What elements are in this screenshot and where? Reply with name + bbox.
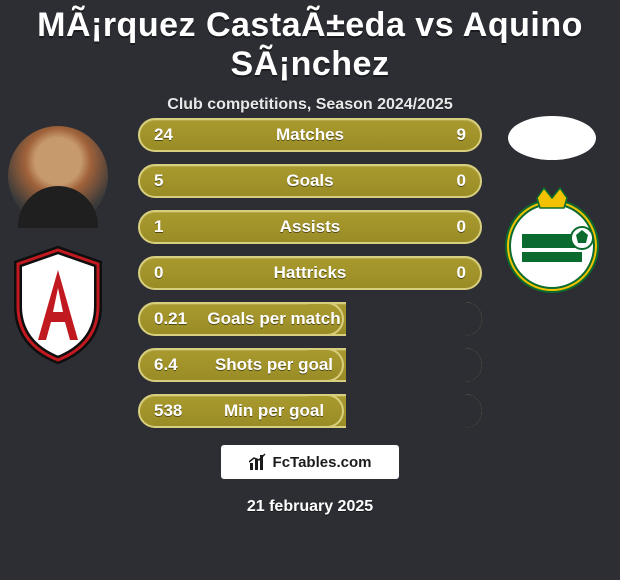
row-goals-label: Goals [204, 171, 416, 191]
footer-brand-text: FcTables.com [273, 454, 372, 471]
row-goals-left: 5 [140, 171, 204, 191]
comparison-rows: 24 Matches 9 5 Goals 0 1 Assists 0 0 Hat… [138, 118, 482, 440]
row-hattricks-right: 0 [416, 263, 480, 283]
row-assists: 1 Assists 0 [138, 210, 482, 244]
row-hattricks-left: 0 [140, 263, 204, 283]
row-min-per-goal: 538 Min per goal [138, 394, 482, 428]
row-shots-per-goal: 6.4 Shots per goal [138, 348, 482, 382]
row-matches-right: 9 [416, 125, 480, 145]
footer-brand[interactable]: FcTables.com [221, 445, 399, 479]
row-assists-right: 0 [416, 217, 480, 237]
footer-date: 21 february 2025 [0, 498, 620, 516]
page-subtitle: Club competitions, Season 2024/2025 [0, 96, 620, 114]
row-matches-left: 24 [140, 125, 204, 145]
row-assists-label: Assists [204, 217, 416, 237]
right-player-avatar-blank [508, 116, 596, 160]
row-mpg-left: 538 [140, 401, 204, 421]
row-assists-left: 1 [140, 217, 204, 237]
row-gpm-left: 0.21 [140, 309, 204, 329]
row-spg-left: 6.4 [140, 355, 204, 375]
row-goals-right: 0 [416, 171, 480, 191]
row-goals-per-match: 0.21 Goals per match [138, 302, 482, 336]
left-club-badge [8, 244, 108, 364]
row-matches: 24 Matches 9 [138, 118, 482, 152]
row-goals: 5 Goals 0 [138, 164, 482, 198]
row-hattricks: 0 Hattricks 0 [138, 256, 482, 290]
right-player-column [502, 116, 612, 306]
row-hattricks-label: Hattricks [204, 263, 416, 283]
left-player-column [8, 126, 118, 364]
left-player-avatar [8, 126, 108, 226]
right-club-badge [502, 186, 602, 306]
page-title: MÃ¡rquez CastaÃ±eda vs Aquino SÃ¡nchez [0, 0, 620, 84]
chart-icon [249, 453, 267, 471]
row-matches-label: Matches [204, 125, 416, 145]
